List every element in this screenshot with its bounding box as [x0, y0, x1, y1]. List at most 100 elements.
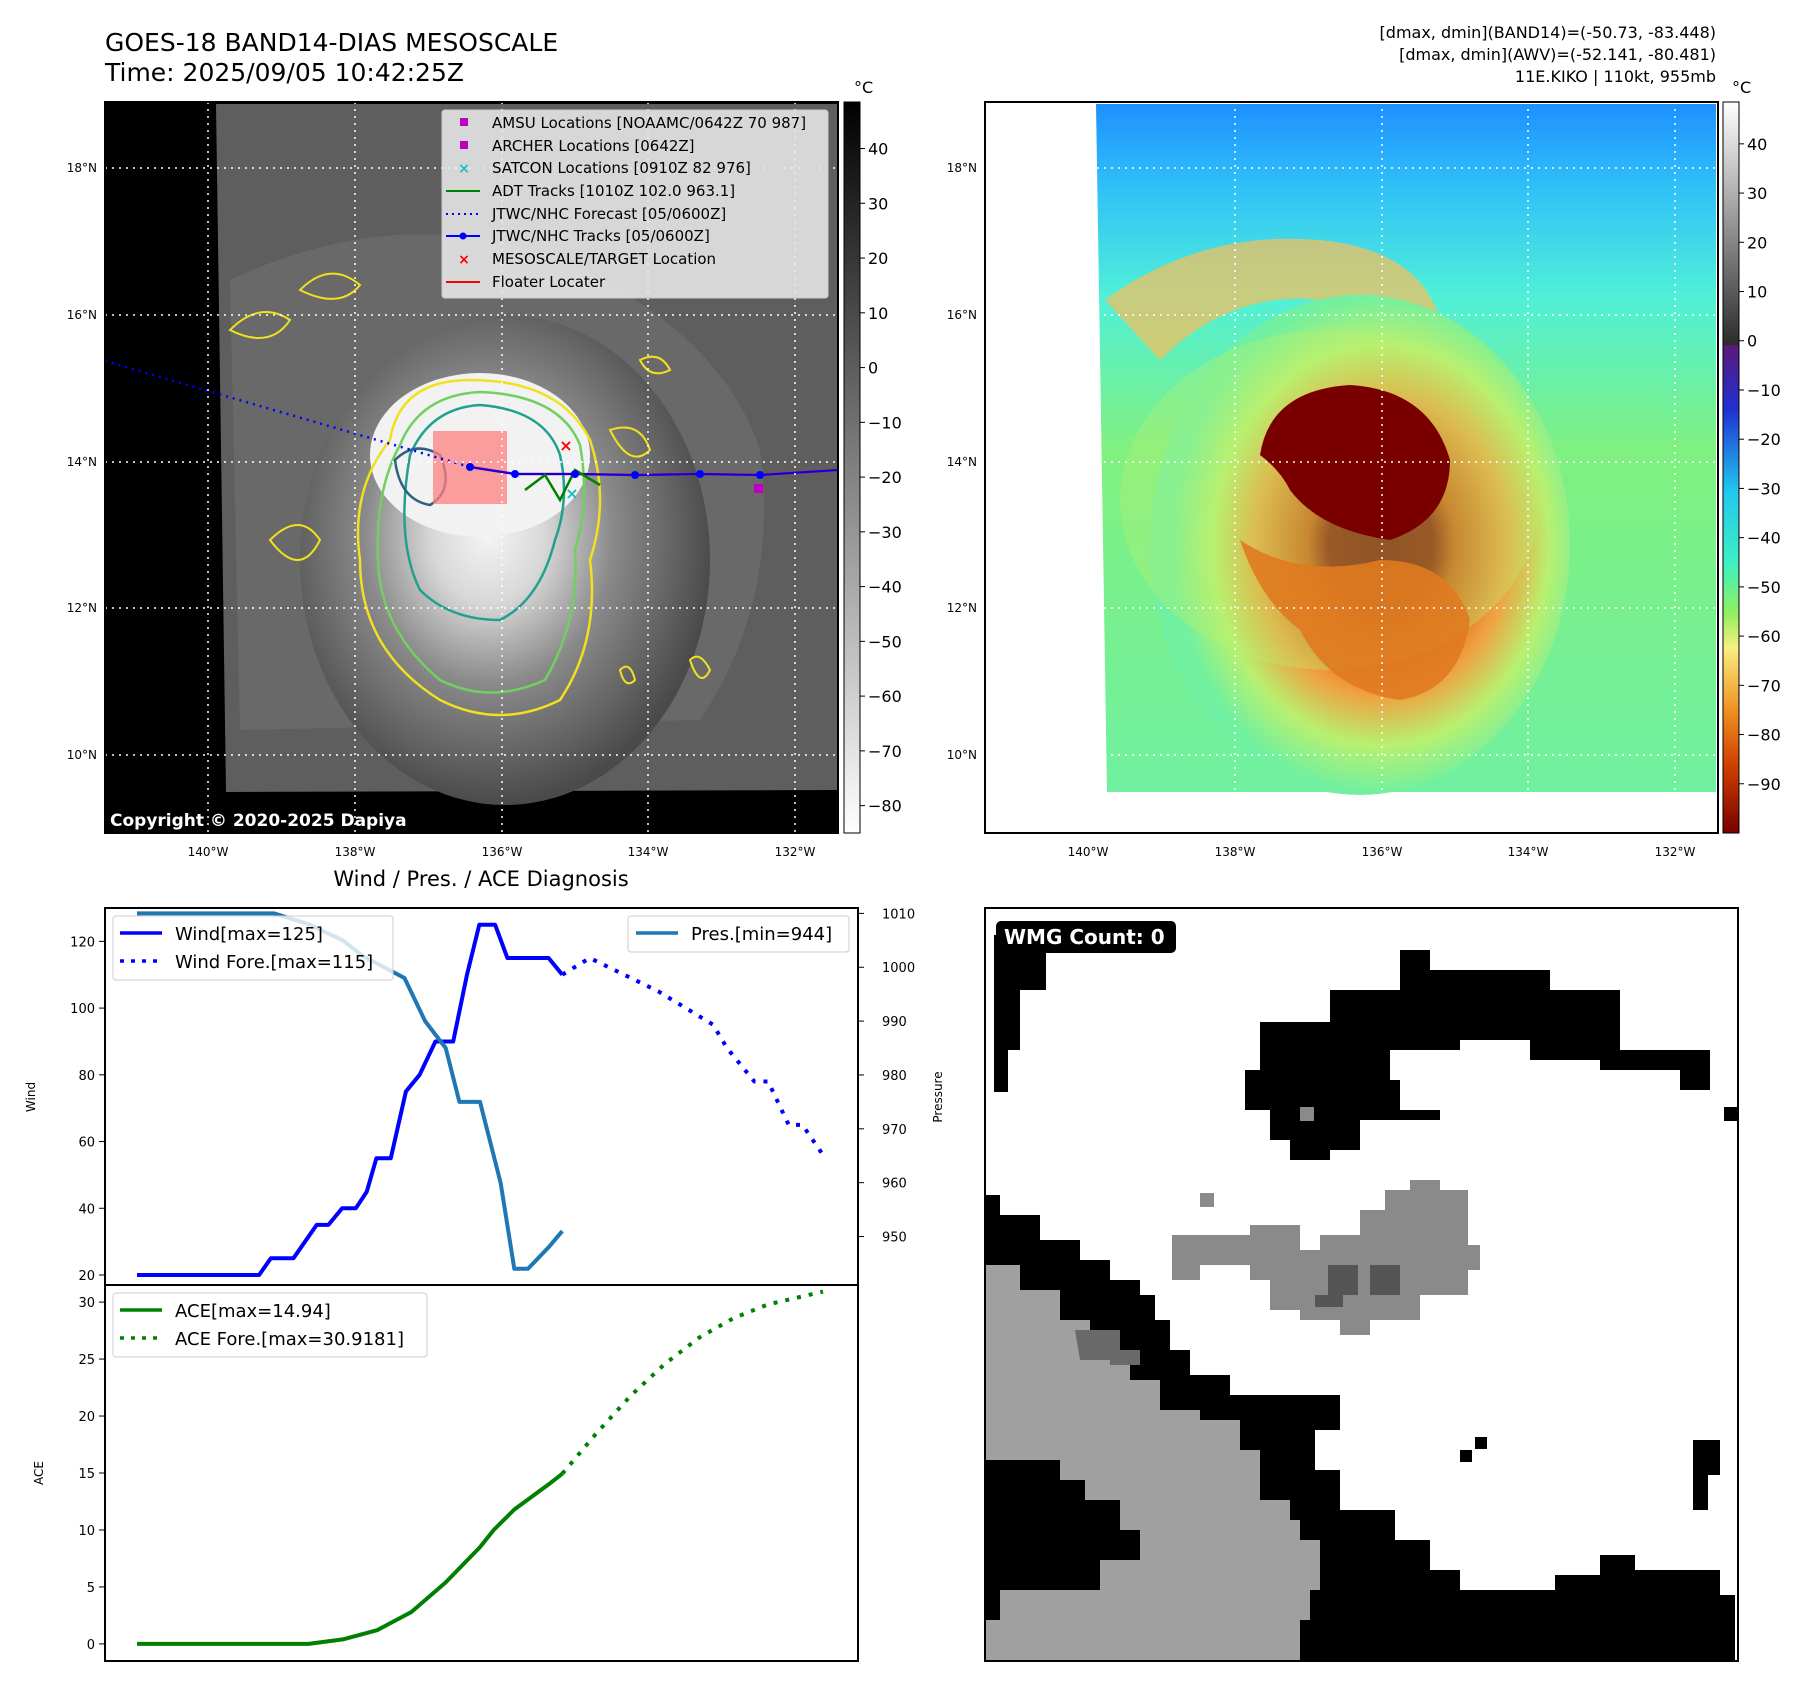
gray-colorbar-ticks: 40 30 20 10 0 −10 −20 −30 −40 −50 −60 −70 −80	[860, 140, 902, 816]
ace-ytick-label: 15	[78, 1467, 95, 1482]
legend-marker-tracks-dot	[459, 232, 467, 240]
lat-label: 16°N	[947, 308, 977, 322]
jtwc-point	[466, 463, 474, 471]
wmg-panel: WMG Count: 0	[984, 907, 1739, 1662]
lat-label: 14°N	[67, 455, 97, 469]
colorbar-tick-label: −40	[868, 578, 902, 597]
color-colorbar-frame	[1722, 101, 1740, 834]
colorbar-tick-label: 10	[1747, 283, 1767, 302]
wmg-region-gray	[1172, 1180, 1480, 1335]
color-storm-core	[1260, 385, 1450, 540]
series-line-wind-forecast	[561, 956, 825, 1157]
lon-label: 134°W	[628, 845, 669, 859]
colorbar-tick-label: −90	[1747, 775, 1781, 794]
lat-label: 12°N	[947, 601, 977, 615]
colorbar-tick-label: 10	[868, 304, 888, 323]
wmg-region-gray	[1200, 1193, 1214, 1207]
wmg-region-black	[1460, 1450, 1472, 1462]
legend-marker-satcon: ×	[458, 161, 470, 177]
legend-marker-target: ×	[458, 252, 470, 268]
wmg-frame	[984, 907, 1739, 1662]
jtwc-point	[511, 470, 519, 478]
colorbar-tick-label: 0	[1747, 332, 1757, 351]
figure-time: Time: 2025/09/05 10:42:25Z	[104, 58, 464, 87]
ir-map-frame	[104, 101, 839, 834]
wind-yticks: 20 40 60 80 100 120	[70, 935, 105, 1284]
wmg-region-black	[1475, 1437, 1487, 1449]
ace-ytick-label: 30	[78, 1296, 95, 1311]
lat-label: 14°N	[947, 455, 977, 469]
legend-wind-fore: Wind Fore.[max=115]	[175, 952, 373, 973]
ace-ytick-label: 25	[78, 1353, 95, 1368]
lon-label: 136°W	[1362, 845, 1403, 859]
lat-label: 10°N	[947, 748, 977, 762]
colorbar-tick-label: 40	[1747, 135, 1767, 154]
series-line-ace	[137, 1472, 564, 1646]
wmg-region-dark	[1328, 1265, 1358, 1295]
color-cloud-band	[1105, 238, 1440, 360]
wmg-region-gray	[1300, 1107, 1314, 1121]
color-map-panel: 18°N 16°N 14°N 12°N 10°N 140°W 138°W 136…	[947, 101, 1719, 859]
legend-marker-archer	[460, 141, 468, 149]
colorbar-tick-label: −20	[1747, 430, 1781, 449]
wind-pressure-chart: 20 40 60 80 100 120 950 960 970 980 990 1000 1010 W…	[24, 907, 945, 1286]
colorbar-tick-label: −80	[1747, 726, 1781, 745]
pressure-ytick-label: 990	[882, 1015, 907, 1030]
legend-label: MESOSCALE/TARGET Location	[492, 250, 716, 268]
colorbar-tick-label: −60	[868, 687, 902, 706]
legend-label: ARCHER Locations [0642Z]	[492, 137, 695, 155]
wmg-region-black	[1693, 1440, 1720, 1510]
wmg-region-dark	[1075, 1330, 1140, 1365]
lat-label: 16°N	[67, 308, 97, 322]
wind-ytick-label: 80	[78, 1069, 95, 1084]
pressure-legend-box	[627, 915, 850, 953]
wind-ytick-label: 20	[78, 1269, 95, 1284]
colorbar-unit: °C	[854, 78, 873, 97]
gray-colorbar-bar	[843, 101, 861, 834]
wmg-region-black	[985, 1480, 1140, 1620]
lat-label: 12°N	[67, 601, 97, 615]
color-colorbar-lower	[1723, 345, 1739, 833]
ace-ytick-label: 10	[78, 1524, 95, 1539]
ace-axis-label: ACE	[32, 1461, 46, 1485]
lon-label: 132°W	[1655, 845, 1696, 859]
lon-label: 140°W	[188, 845, 229, 859]
wmg-region-black	[1245, 950, 1710, 1160]
lon-label: 138°W	[1215, 845, 1256, 859]
ace-yticks: 0 5 10 15 20 25 30	[78, 1296, 105, 1653]
storm-info: 11E.KIKO | 110kt, 955mb	[1515, 67, 1716, 86]
ir-contour-inner	[403, 403, 566, 622]
color-map-frame	[984, 101, 1719, 834]
colorbar-tick-label: −20	[868, 468, 902, 487]
wmg-region-black	[1724, 1107, 1738, 1121]
jtwc-point	[571, 470, 579, 478]
target-x-marker: ×	[559, 436, 572, 455]
colorbar-tick-label: 30	[1747, 184, 1767, 203]
colorbar-tick-label: −70	[868, 742, 902, 761]
color-colorbar: °C 40 30 20 10 0 −10 −20 −30 −40 −50 −60 −70 −80 −90	[1722, 78, 1781, 834]
wind-axis-label: Wind	[24, 1082, 38, 1112]
jtwc-point	[631, 471, 639, 479]
wmg-region-black	[994, 935, 1046, 1092]
colorbar-tick-label: 20	[1747, 233, 1767, 252]
wind-ytick-label: 100	[70, 1002, 95, 1017]
ace-legend-box	[112, 1292, 428, 1358]
wind-ytick-label: 60	[78, 1136, 95, 1151]
colorbar-tick-label: −30	[1747, 479, 1781, 498]
color-colorbar-ticks: 40 30 20 10 0 −10 −20 −30 −40 −50 −60 −70 −80 −90	[1739, 135, 1781, 794]
colorbar-tick-label: −80	[868, 797, 902, 816]
colorbar-tick-label: 20	[868, 249, 888, 268]
colorbar-tick-label: 0	[868, 359, 878, 378]
legend-marker-amsu	[460, 118, 468, 126]
jtwc-point	[696, 470, 704, 478]
ir-contour-fragments	[228, 272, 712, 685]
series-line-wind	[137, 922, 564, 1277]
ace-ytick-label: 20	[78, 1410, 95, 1425]
forecast-track	[104, 359, 471, 469]
legend-label: Floater Locater	[492, 273, 606, 291]
wind-legend-box	[112, 915, 394, 981]
ir-contour-outer	[356, 378, 602, 717]
legend-label: ADT Tracks [1010Z 102.0 963.1]	[492, 182, 735, 200]
pressure-ytick-label: 950	[882, 1231, 907, 1246]
